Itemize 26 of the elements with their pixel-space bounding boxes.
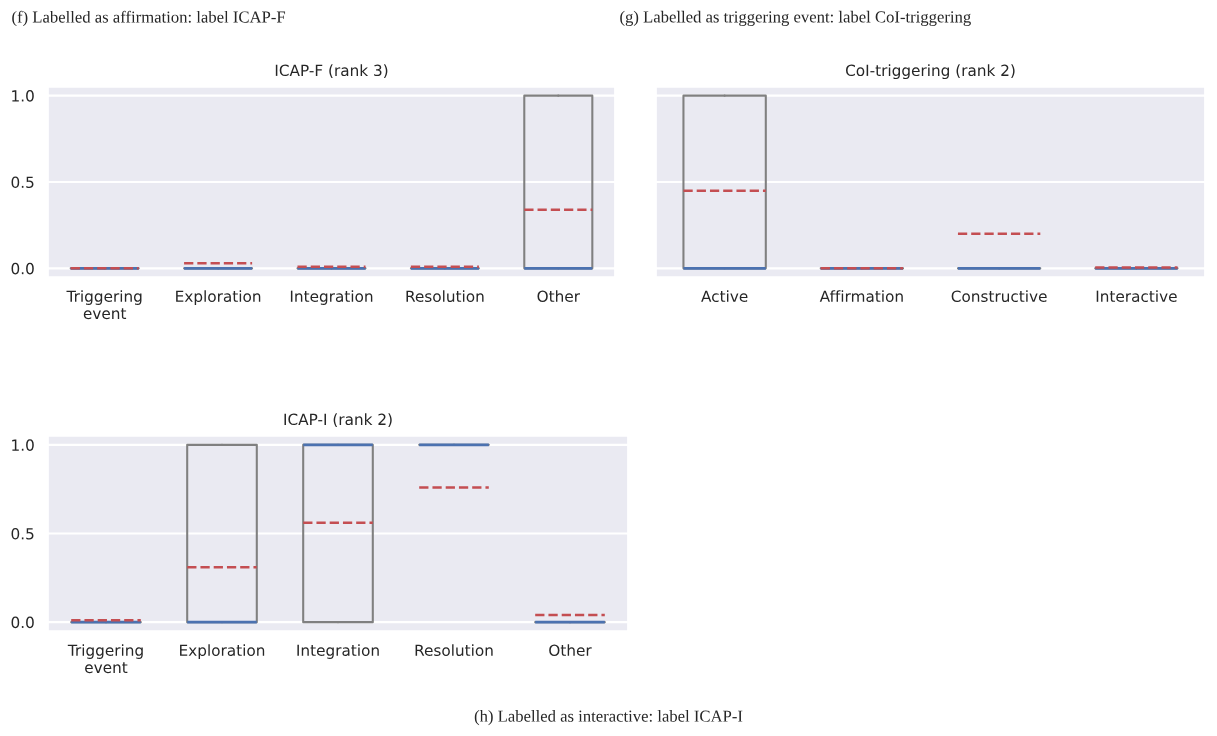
x-tick-label: Resolution bbox=[406, 290, 484, 303]
x-tick-label: Exploration bbox=[180, 644, 265, 659]
x-tick-label: Triggering event bbox=[67, 644, 143, 674]
y-tick-label: 0.0 bbox=[11, 616, 34, 629]
text: (h) Labelled as interactive: label ICAP-I bbox=[474, 710, 743, 726]
x-tick-label: Constructive bbox=[951, 290, 1047, 303]
x-tick-label: Affirmation bbox=[819, 290, 903, 303]
x-tick-label: Active bbox=[701, 290, 748, 303]
y-tick-label: 1.0 bbox=[12, 439, 34, 451]
x-tick-label: Other bbox=[537, 290, 580, 303]
x-tick-label: Exploration bbox=[176, 290, 261, 305]
y-tick-label: 0.5 bbox=[11, 527, 34, 540]
x-tick-label: Resolution bbox=[415, 644, 493, 657]
chart-title: ICAP-F (rank 3) bbox=[275, 64, 388, 78]
x-tick-label: Other bbox=[549, 644, 592, 657]
x-tick-label: Triggering event bbox=[66, 290, 142, 320]
y-tick-label: 0.5 bbox=[11, 176, 34, 189]
text: (g) Labelled as triggering event: label CoI-triggering bbox=[620, 10, 971, 26]
text: (f) Labelled as affirmation: label ICAP-F bbox=[12, 10, 286, 27]
chart-title: ICAP-I (rank 2) bbox=[284, 413, 392, 427]
x-tick-label: Integration bbox=[290, 290, 373, 305]
y-tick-label: 1.0 bbox=[12, 90, 34, 102]
y-tick-label: 0.0 bbox=[11, 262, 34, 275]
chart-title: CoI-triggering (rank 2) bbox=[845, 64, 1015, 80]
x-tick-label: Interactive bbox=[1096, 290, 1177, 303]
x-tick-label: Integration bbox=[297, 644, 379, 659]
